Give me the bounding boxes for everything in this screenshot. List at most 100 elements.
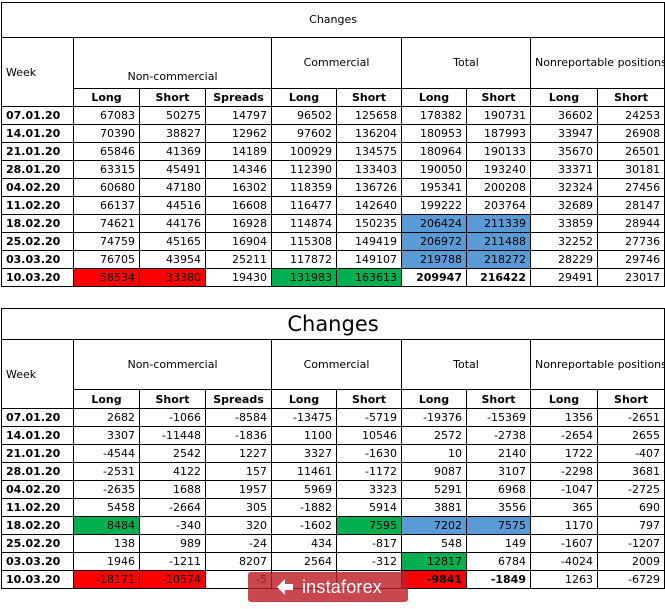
- cell-total-long: 10: [401, 444, 467, 463]
- cell-nonreportable-long: 35670: [530, 142, 598, 161]
- subheader-nonreportable-long: Long: [530, 87, 598, 108]
- top-table-body: 07.01.20 67083 50275 14797 96502 125658 178382…: [1, 106, 665, 287]
- cell-total-long: 180953: [401, 124, 467, 143]
- cell-total-long: 195341: [401, 178, 467, 197]
- cell-nonreportable-short: 2009: [596, 552, 665, 571]
- cell-commercial-short: -817: [336, 534, 402, 553]
- cell-nonreportable-short: -1207: [596, 534, 665, 553]
- cell-total-short: 190731: [466, 106, 531, 125]
- subheader-total-long: Long: [401, 87, 467, 108]
- cell-commercial-short: -1172: [336, 462, 402, 481]
- week-date-cell: 28.01.20: [1, 462, 74, 481]
- cell-total-long: -9841: [401, 570, 467, 589]
- cell-noncommercial-long: 66137: [73, 196, 140, 215]
- commercial-header: Commercial: [271, 338, 402, 391]
- subheader-total-short: Short: [466, 87, 531, 108]
- cell-noncommercial-spreads: 16904: [205, 232, 272, 251]
- cell-total-long: 3881: [401, 498, 467, 517]
- cell-commercial-long: 117872: [271, 250, 337, 269]
- subheader-nonreportable-short: Short: [596, 87, 665, 108]
- cell-nonreportable-long: 33371: [530, 160, 598, 179]
- cell-nonreportable-long: 1356: [530, 408, 598, 427]
- cell-nonreportable-short: 29746: [596, 250, 665, 269]
- table-row: 21.01.20 -4544 2542 1227 3327 -1630 10 2140 1722…: [1, 444, 665, 463]
- cell-nonreportable-long: 365: [530, 498, 598, 517]
- cell-total-long: 206972: [401, 232, 467, 251]
- cell-total-short: 3556: [466, 498, 531, 517]
- table-row: 10.03.20 58534 33380 19430 131983 163613 20994…: [1, 268, 665, 287]
- cell-nonreportable-short: 26908: [596, 124, 665, 143]
- cell-commercial-short: 136726: [336, 178, 402, 197]
- cell-nonreportable-short: -407: [596, 444, 665, 463]
- table-row: 21.01.20 65846 41369 14189 100929 134575 18096…: [1, 142, 665, 161]
- table-row: 28.01.20 -2531 4122 157 11461 -1172 9087 3107 -2…: [1, 462, 665, 481]
- week-date-cell: 10.03.20: [1, 570, 74, 589]
- cell-total-long: -19376: [401, 408, 467, 427]
- cell-noncommercial-spreads: 14189: [205, 142, 272, 161]
- cell-commercial-short: 150235: [336, 214, 402, 233]
- week-date-cell: 03.03.20: [1, 250, 74, 269]
- cell-noncommercial-spreads: 157: [205, 462, 272, 481]
- cell-noncommercial-long: 74759: [73, 232, 140, 251]
- cell-commercial-long: -1882: [271, 498, 337, 517]
- cell-noncommercial-long: 3307: [73, 426, 140, 445]
- cell-commercial-long: 116477: [271, 196, 337, 215]
- cell-nonreportable-long: 29491: [530, 268, 598, 287]
- cell-noncommercial-short: 2542: [139, 444, 206, 463]
- cell-noncommercial-short: -10574: [139, 570, 206, 589]
- subheader-total-long: Long: [401, 389, 467, 409]
- cell-nonreportable-short: 30181: [596, 160, 665, 179]
- cell-total-long: 206424: [401, 214, 467, 233]
- cell-noncommercial-short: 47180: [139, 178, 206, 197]
- cell-total-short: 211339: [466, 214, 531, 233]
- cell-nonreportable-long: -1047: [530, 480, 598, 499]
- cell-commercial-short: 142640: [336, 196, 402, 215]
- cell-noncommercial-short: 33380: [139, 268, 206, 287]
- cell-noncommercial-short: 41369: [139, 142, 206, 161]
- cell-commercial-long: 100929: [271, 142, 337, 161]
- cell-noncommercial-spreads: 8207: [205, 552, 272, 571]
- bottom-table-title: Changes: [0, 308, 665, 340]
- week-date-cell: 07.01.20: [1, 408, 74, 427]
- subheader-noncommercial-long: Long: [73, 87, 140, 108]
- cell-total-short: 203764: [466, 196, 531, 215]
- table-row: 03.03.20 1946 -1211 8207 2564 -312 12817 6784 -4…: [1, 552, 665, 571]
- cell-noncommercial-spreads: 14346: [205, 160, 272, 179]
- cell-commercial-long: 11461: [271, 462, 337, 481]
- nonreportable-header: Nonreportable positions: [529, 37, 665, 89]
- cell-noncommercial-spreads: 305: [205, 498, 272, 517]
- cell-noncommercial-short: 45165: [139, 232, 206, 251]
- cell-noncommercial-short: -11448: [139, 426, 206, 445]
- week-date-cell: 25.02.20: [1, 534, 74, 553]
- cell-nonreportable-short: 27456: [596, 178, 665, 197]
- cell-nonreportable-long: 33947: [530, 124, 598, 143]
- cell-nonreportable-long: -4024: [530, 552, 598, 571]
- table-row: 25.02.20 138 989 -24 434 -817 548 149 -1607 -1207: [1, 534, 665, 553]
- cell-noncommercial-spreads: 320: [205, 516, 272, 535]
- cell-nonreportable-long: 1170: [530, 516, 598, 535]
- cell-nonreportable-long: 33859: [530, 214, 598, 233]
- cell-commercial-long: 112390: [271, 160, 337, 179]
- cell-commercial-short: 163613: [336, 268, 402, 287]
- cell-nonreportable-short: 23017: [596, 268, 665, 287]
- total-header: Total: [401, 338, 531, 391]
- cell-commercial-long: 2564: [271, 552, 337, 571]
- cell-noncommercial-spreads: 1957: [205, 480, 272, 499]
- table-row: 04.02.20 60680 47180 16302 118359 136726 19534…: [1, 178, 665, 197]
- cell-nonreportable-short: 24253: [596, 106, 665, 125]
- table-row: 14.01.20 70390 38827 12962 97602 136204 180953…: [1, 124, 665, 143]
- cell-commercial-short: -1630: [336, 444, 402, 463]
- cell-total-short: 200208: [466, 178, 531, 197]
- cell-noncommercial-spreads: 12962: [205, 124, 272, 143]
- cell-noncommercial-long: -2531: [73, 462, 140, 481]
- cell-noncommercial-short: 43954: [139, 250, 206, 269]
- subheader-nonreportable-long: Long: [530, 389, 598, 409]
- cell-nonreportable-long: -2298: [530, 462, 598, 481]
- subheader-commercial-long: Long: [271, 87, 337, 108]
- cell-noncommercial-short: 1688: [139, 480, 206, 499]
- top-positions-table: Changes Week Non-commercial Commercial T…: [0, 2, 665, 287]
- cell-nonreportable-short: -6729: [596, 570, 665, 589]
- cell-noncommercial-short: 38827: [139, 124, 206, 143]
- cell-commercial-long: 115308: [271, 232, 337, 251]
- subheader-nonreportable-short: Short: [596, 389, 665, 409]
